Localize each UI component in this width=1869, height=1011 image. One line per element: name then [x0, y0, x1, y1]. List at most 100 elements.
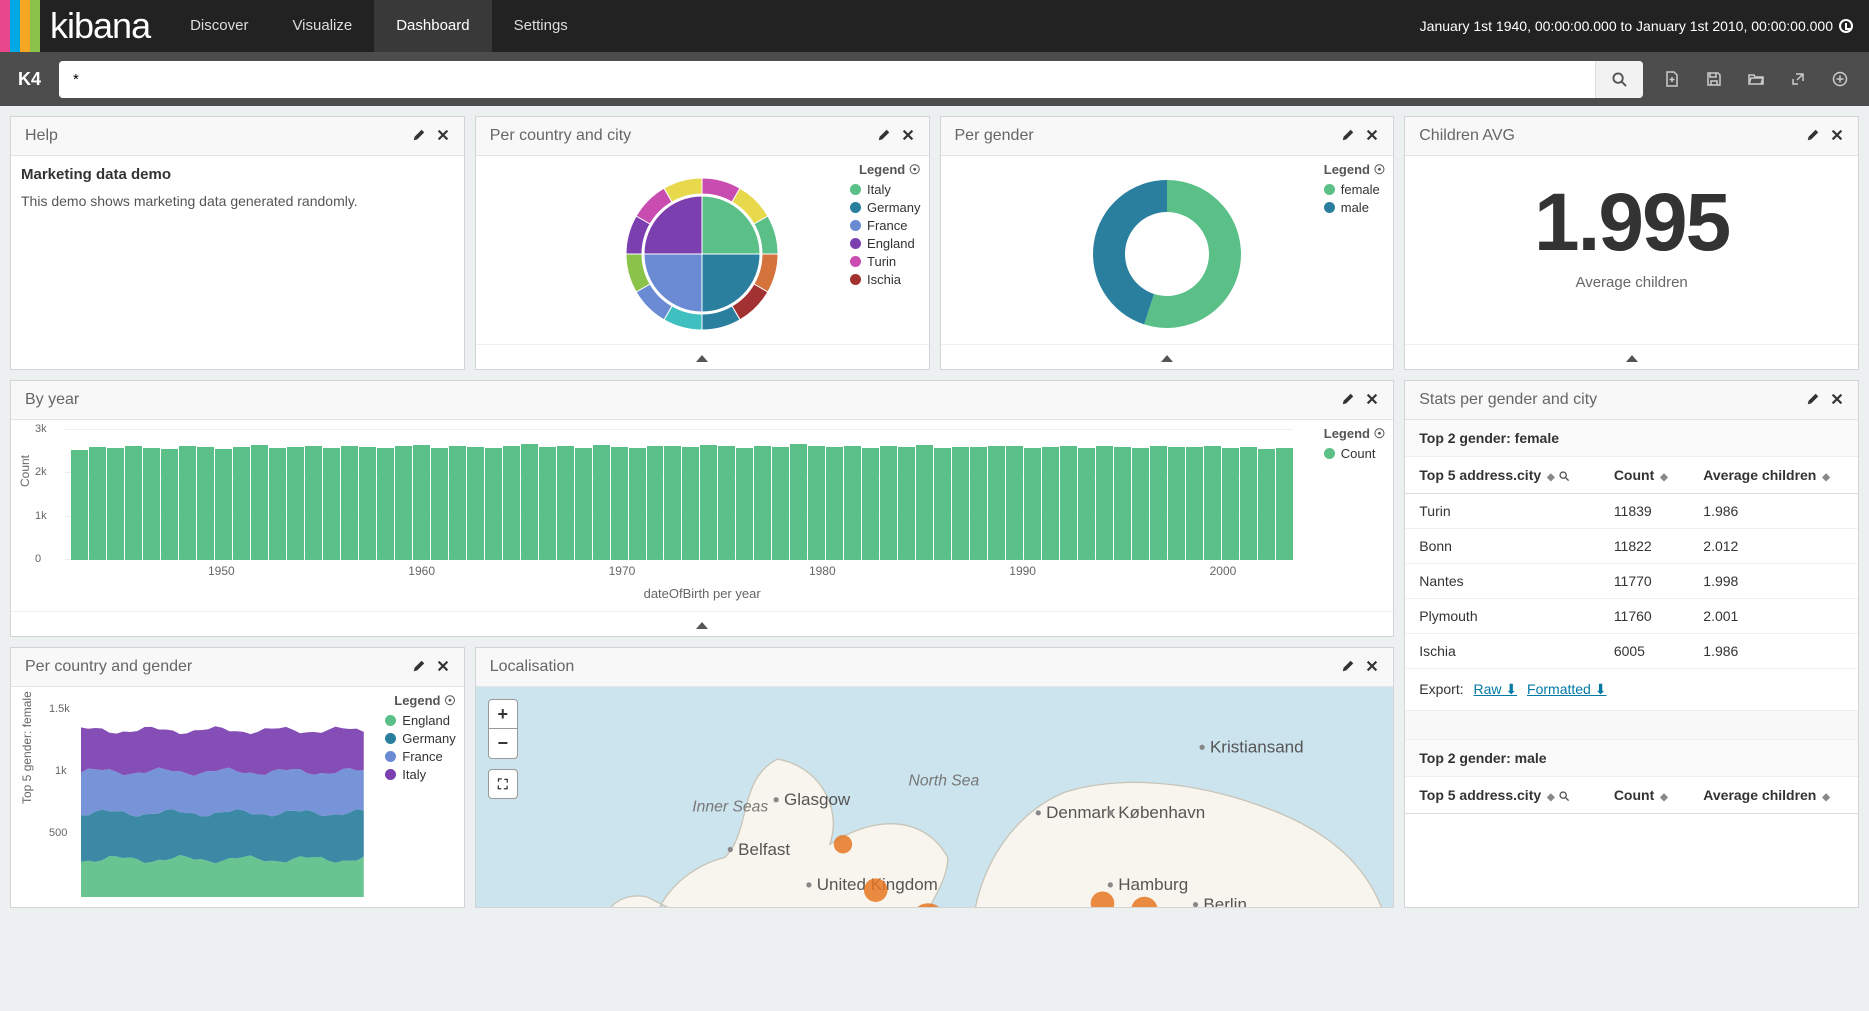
- bar[interactable]: [988, 446, 1005, 560]
- bar[interactable]: [1258, 449, 1275, 560]
- bar[interactable]: [629, 448, 646, 560]
- edit-panel-button[interactable]: [412, 659, 426, 676]
- bar[interactable]: [664, 446, 681, 560]
- export-formatted-link[interactable]: Formatted ⬇: [1527, 681, 1606, 697]
- bar[interactable]: [1006, 446, 1023, 560]
- legend-item[interactable]: Ischia: [850, 272, 920, 287]
- bar[interactable]: [197, 447, 214, 560]
- map-point[interactable]: [864, 878, 888, 902]
- bar[interactable]: [790, 444, 807, 560]
- open-button[interactable]: [1737, 60, 1775, 98]
- legend-item[interactable]: male: [1324, 200, 1386, 215]
- bar-chart[interactable]: Count 01k2k3k: [21, 430, 1383, 560]
- bar[interactable]: [1024, 448, 1041, 560]
- bar[interactable]: [1132, 448, 1149, 560]
- save-button[interactable]: [1695, 60, 1733, 98]
- bar[interactable]: [449, 446, 466, 560]
- col-count[interactable]: Count ◆: [1600, 777, 1689, 814]
- legend-item[interactable]: Germany: [850, 200, 920, 215]
- map-point[interactable]: [834, 835, 852, 853]
- bar[interactable]: [143, 448, 160, 560]
- bar[interactable]: [251, 445, 268, 560]
- bar[interactable]: [593, 445, 610, 560]
- bar[interactable]: [107, 448, 124, 560]
- bar[interactable]: [467, 447, 484, 560]
- legend-item[interactable]: Turin: [850, 254, 920, 269]
- bar[interactable]: [736, 448, 753, 560]
- remove-panel-button[interactable]: [436, 128, 450, 145]
- legend-item[interactable]: Italy: [385, 767, 455, 782]
- bar[interactable]: [1060, 446, 1077, 560]
- bar[interactable]: [485, 448, 502, 560]
- remove-panel-button[interactable]: [901, 128, 915, 145]
- search-input[interactable]: [59, 61, 1595, 98]
- panel-expand-toggle[interactable]: [11, 611, 1393, 636]
- legend-item[interactable]: England: [850, 236, 920, 251]
- edit-panel-button[interactable]: [1806, 392, 1820, 409]
- legend-item[interactable]: France: [385, 749, 455, 764]
- time-range-picker[interactable]: January 1st 1940, 00:00:00.000 to Januar…: [1404, 0, 1869, 52]
- bar[interactable]: [413, 445, 430, 560]
- edit-panel-button[interactable]: [1341, 659, 1355, 676]
- bar[interactable]: [305, 446, 322, 560]
- col-count[interactable]: Count ◆: [1600, 457, 1689, 494]
- bar[interactable]: [1186, 447, 1203, 560]
- bar[interactable]: [215, 449, 232, 560]
- bar[interactable]: [916, 445, 933, 560]
- bar[interactable]: [1222, 448, 1239, 560]
- bar[interactable]: [1096, 446, 1113, 560]
- panel-expand-toggle[interactable]: [941, 344, 1394, 369]
- bar[interactable]: [1150, 446, 1167, 560]
- nav-settings[interactable]: Settings: [492, 0, 590, 52]
- remove-panel-button[interactable]: [1365, 128, 1379, 145]
- remove-panel-button[interactable]: [1365, 659, 1379, 676]
- bar[interactable]: [808, 446, 825, 560]
- bar[interactable]: [1168, 447, 1185, 560]
- bar[interactable]: [179, 446, 196, 560]
- bar[interactable]: [233, 447, 250, 560]
- legend-item[interactable]: England: [385, 713, 455, 728]
- bar[interactable]: [395, 446, 412, 560]
- edit-panel-button[interactable]: [1806, 128, 1820, 145]
- remove-panel-button[interactable]: [436, 659, 450, 676]
- export-raw-link[interactable]: Raw ⬇: [1474, 681, 1518, 697]
- table-row[interactable]: Nantes117701.998: [1405, 564, 1858, 599]
- table-row[interactable]: Plymouth117602.001: [1405, 599, 1858, 634]
- zoom-in-button[interactable]: +: [488, 699, 518, 729]
- bar[interactable]: [1240, 447, 1257, 560]
- bar[interactable]: [862, 448, 879, 560]
- bar[interactable]: [880, 446, 897, 560]
- bar[interactable]: [611, 447, 628, 560]
- bar[interactable]: [826, 447, 843, 560]
- bar[interactable]: [844, 446, 861, 560]
- bar[interactable]: [952, 447, 969, 560]
- bar[interactable]: [359, 447, 376, 560]
- remove-panel-button[interactable]: [1830, 392, 1844, 409]
- legend-item[interactable]: female: [1324, 182, 1386, 197]
- bar[interactable]: [503, 446, 520, 560]
- bar[interactable]: [1276, 448, 1293, 560]
- bar[interactable]: [1204, 446, 1221, 560]
- map-visualization[interactable]: + − ⛶ Inner SeasNorth SeaBristol Channel…: [476, 687, 1394, 907]
- col-city[interactable]: Top 5 address.city ◆: [1405, 457, 1600, 494]
- nav-discover[interactable]: Discover: [168, 0, 270, 52]
- bar[interactable]: [1042, 447, 1059, 560]
- bar[interactable]: [718, 446, 735, 560]
- bar[interactable]: [754, 446, 771, 560]
- col-city[interactable]: Top 5 address.city ◆: [1405, 777, 1600, 814]
- bar[interactable]: [575, 448, 592, 560]
- bar[interactable]: [1114, 447, 1131, 560]
- bar[interactable]: [161, 449, 178, 560]
- remove-panel-button[interactable]: [1365, 392, 1379, 409]
- bar[interactable]: [772, 447, 789, 560]
- legend-item[interactable]: Germany: [385, 731, 455, 746]
- bar[interactable]: [934, 448, 951, 560]
- panel-expand-toggle[interactable]: [476, 344, 929, 369]
- bar[interactable]: [269, 448, 286, 560]
- table-row[interactable]: Bonn118222.012: [1405, 529, 1858, 564]
- col-avg[interactable]: Average children ◆: [1689, 457, 1858, 494]
- bar[interactable]: [700, 445, 717, 560]
- legend-item[interactable]: Italy: [850, 182, 920, 197]
- add-visualization-button[interactable]: [1821, 60, 1859, 98]
- table-row[interactable]: Ischia60051.986: [1405, 634, 1858, 669]
